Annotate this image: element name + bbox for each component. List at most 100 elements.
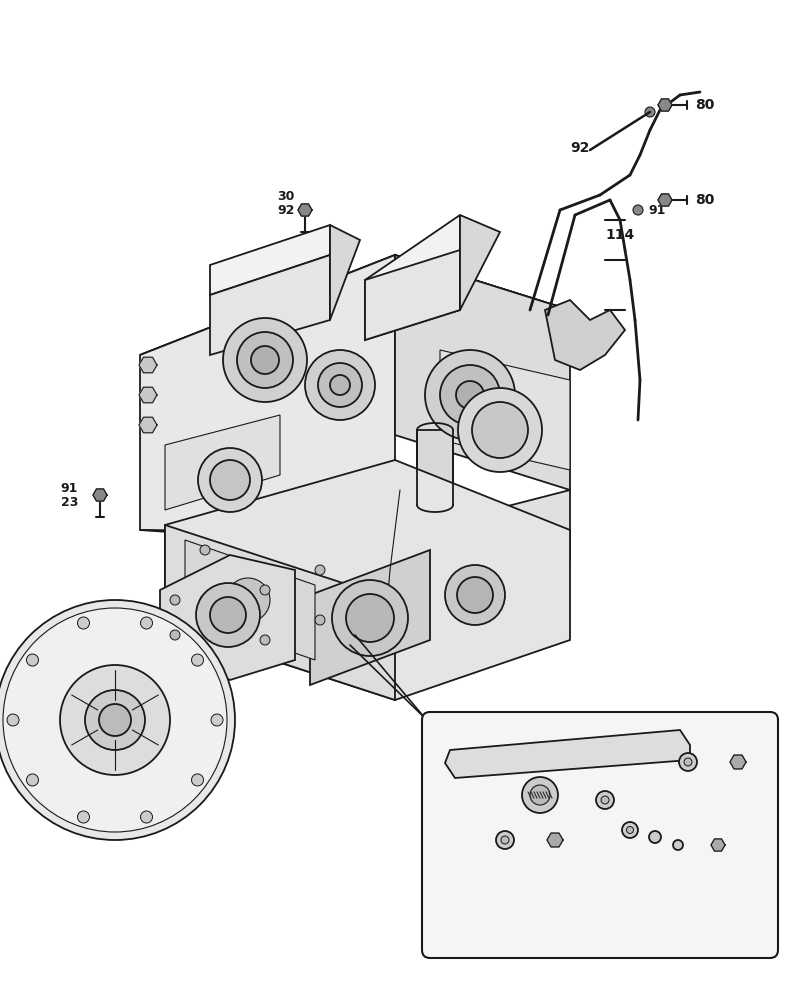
Polygon shape (547, 833, 563, 847)
Circle shape (626, 826, 634, 834)
Circle shape (496, 831, 514, 849)
Polygon shape (395, 255, 570, 490)
Text: 114: 114 (605, 228, 634, 242)
Polygon shape (140, 255, 570, 435)
Circle shape (200, 605, 210, 615)
Circle shape (210, 460, 250, 500)
Polygon shape (545, 300, 625, 370)
Circle shape (170, 595, 180, 605)
Polygon shape (140, 255, 570, 355)
Circle shape (330, 375, 350, 395)
Circle shape (508, 752, 512, 758)
Polygon shape (139, 387, 157, 403)
Circle shape (605, 750, 615, 760)
Circle shape (140, 617, 153, 629)
Circle shape (445, 565, 505, 625)
Polygon shape (165, 460, 570, 700)
Circle shape (315, 615, 325, 625)
Circle shape (200, 595, 210, 605)
Circle shape (251, 346, 279, 374)
Circle shape (607, 752, 612, 758)
Polygon shape (460, 215, 500, 310)
Text: 34: 34 (462, 752, 479, 764)
Circle shape (192, 774, 204, 786)
Circle shape (346, 594, 394, 642)
Circle shape (196, 583, 260, 647)
Circle shape (78, 811, 89, 823)
Text: 92: 92 (570, 141, 590, 155)
Circle shape (85, 690, 145, 750)
Text: 23: 23 (61, 495, 78, 508)
Circle shape (260, 635, 270, 645)
Circle shape (458, 388, 542, 472)
Circle shape (645, 107, 655, 117)
Circle shape (210, 597, 246, 633)
Polygon shape (440, 350, 570, 470)
Polygon shape (658, 99, 672, 111)
Text: 91: 91 (648, 204, 665, 217)
Polygon shape (417, 430, 453, 505)
Circle shape (315, 565, 325, 575)
Circle shape (0, 600, 235, 840)
Circle shape (596, 791, 614, 809)
Circle shape (200, 545, 210, 555)
Circle shape (558, 752, 562, 758)
Text: 92: 92 (278, 204, 295, 217)
Text: 67: 67 (668, 830, 685, 844)
Polygon shape (730, 755, 746, 769)
Polygon shape (139, 417, 157, 433)
Circle shape (198, 448, 262, 512)
Text: 80: 80 (695, 98, 714, 112)
Circle shape (226, 578, 270, 622)
Circle shape (26, 774, 39, 786)
Circle shape (260, 585, 270, 595)
Circle shape (332, 580, 408, 656)
Text: 50: 50 (710, 774, 728, 786)
Polygon shape (298, 204, 312, 216)
Circle shape (472, 402, 528, 458)
Polygon shape (711, 839, 725, 851)
Circle shape (601, 796, 609, 804)
Circle shape (140, 811, 153, 823)
Text: 72: 72 (464, 828, 482, 842)
Circle shape (501, 836, 509, 844)
Polygon shape (140, 490, 570, 560)
Text: 50: 50 (500, 846, 517, 858)
Circle shape (555, 750, 565, 760)
Polygon shape (93, 489, 107, 501)
Circle shape (381, 626, 389, 634)
Circle shape (649, 831, 661, 843)
Circle shape (192, 654, 204, 666)
Circle shape (645, 750, 655, 760)
Polygon shape (330, 225, 360, 320)
Circle shape (679, 753, 697, 771)
FancyBboxPatch shape (422, 712, 778, 958)
Text: 80: 80 (695, 193, 714, 207)
Circle shape (425, 350, 515, 440)
Text: 43: 43 (730, 838, 748, 852)
Circle shape (7, 714, 19, 726)
Circle shape (522, 777, 558, 813)
Circle shape (648, 752, 653, 758)
Polygon shape (165, 415, 280, 510)
Circle shape (237, 332, 293, 388)
Polygon shape (210, 225, 330, 295)
Circle shape (530, 785, 550, 805)
Circle shape (622, 822, 638, 838)
Text: 91: 91 (61, 482, 78, 494)
Circle shape (170, 630, 180, 640)
Polygon shape (185, 540, 315, 660)
Text: 79: 79 (501, 784, 518, 796)
Polygon shape (658, 194, 672, 206)
Polygon shape (160, 555, 295, 680)
Circle shape (456, 381, 484, 409)
Polygon shape (365, 250, 460, 340)
Ellipse shape (82, 713, 112, 757)
Circle shape (3, 608, 227, 832)
Polygon shape (310, 550, 430, 685)
Polygon shape (140, 255, 395, 535)
Polygon shape (445, 730, 690, 778)
Polygon shape (165, 525, 395, 700)
Text: 70: 70 (619, 816, 637, 828)
Circle shape (505, 750, 515, 760)
